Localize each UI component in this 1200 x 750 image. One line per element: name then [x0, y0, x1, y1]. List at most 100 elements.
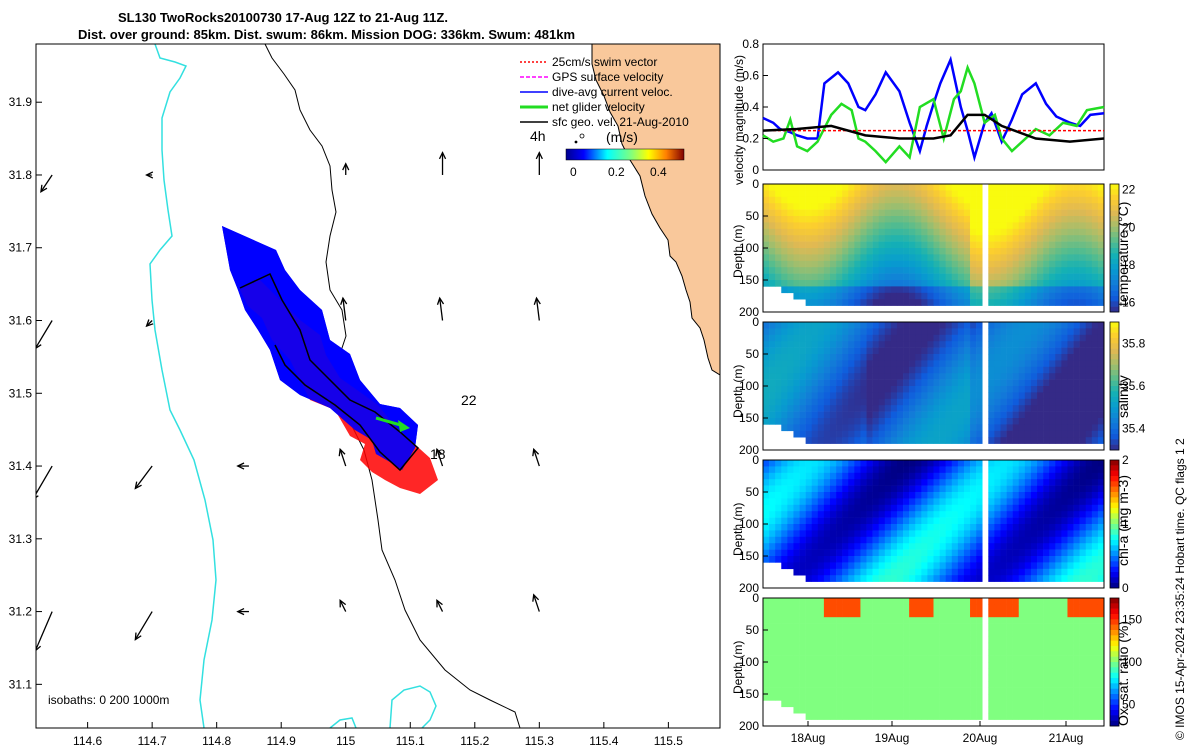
oxygen-cell	[1043, 610, 1050, 618]
chla-cell	[799, 549, 806, 557]
oxygen-cell	[1000, 694, 1007, 701]
temperature-cell	[915, 203, 922, 210]
chla-cell	[957, 530, 965, 538]
salinity-cell	[915, 322, 922, 329]
oxygen-cell	[963, 630, 971, 637]
oxygen-cell	[817, 700, 825, 708]
chla-cell	[970, 492, 977, 499]
chla-cell	[976, 543, 983, 550]
temperature-cell	[829, 209, 837, 217]
chla-cell	[1091, 511, 1099, 518]
salinity-colorbar-step	[1110, 391, 1119, 397]
temperature-cell	[1079, 280, 1087, 287]
temperature-cell	[951, 216, 959, 223]
chla-cell	[836, 498, 843, 506]
temperature-cell	[860, 190, 867, 198]
geo-vector-arrow	[134, 465, 153, 489]
chla-cell	[970, 511, 977, 518]
chla-cell	[1043, 562, 1050, 570]
oxygen-cell	[836, 662, 843, 669]
chla-cell	[1024, 556, 1032, 563]
salinity-cell	[1079, 379, 1087, 387]
oxygen-cell	[945, 655, 953, 663]
temperature-cell	[1043, 222, 1050, 230]
oxygen-cell	[1018, 706, 1026, 714]
oxygen-cell	[860, 694, 867, 701]
oxygen-cell	[903, 636, 910, 644]
chla-cell	[909, 536, 916, 544]
salinity-colorbar-step	[1110, 370, 1119, 376]
temperature-cell	[1006, 196, 1013, 204]
temperature-cell	[811, 190, 819, 198]
temperature-cell	[909, 196, 916, 204]
salinity-cell	[793, 334, 800, 342]
chla-cell	[927, 466, 934, 474]
oxygen-cell	[1055, 681, 1062, 688]
salinity-cell	[994, 430, 1001, 438]
chla-cell	[1073, 460, 1080, 467]
salinity-cell	[842, 328, 849, 336]
salinity-cell	[1006, 379, 1013, 387]
chla-cell	[1012, 466, 1020, 474]
salinity-cell	[896, 347, 904, 355]
salinity-cell	[799, 354, 806, 361]
salinity-cell	[921, 424, 928, 432]
salinity-cell	[1079, 418, 1087, 425]
oxygen-cell	[1000, 623, 1007, 631]
geo-vector-head	[438, 151, 447, 160]
temperature-colorbar-step	[1110, 274, 1119, 281]
temperature-cell	[775, 222, 782, 230]
chla-cell	[1049, 460, 1056, 467]
oxygen-cell	[1018, 687, 1026, 695]
temperature-cell	[988, 280, 995, 287]
temperature-cell	[878, 241, 886, 249]
temperature-ytick-label: 50	[746, 209, 760, 223]
salinity-cell	[781, 386, 788, 393]
salinity-cell	[1079, 411, 1087, 419]
salinity-cell	[1012, 398, 1020, 406]
chla-cell	[915, 460, 922, 467]
temperature-cell	[811, 248, 819, 255]
temperature-cell	[1079, 248, 1087, 255]
oxygen-cell	[921, 655, 928, 663]
salinity-cell	[963, 354, 971, 361]
temperature-cell	[1030, 222, 1038, 230]
chla-cell	[927, 524, 934, 531]
temperature-cell	[1000, 273, 1007, 281]
salinity-cell	[1000, 424, 1007, 432]
temperature-colorbar-step	[1110, 232, 1119, 238]
chla-cell	[921, 556, 928, 563]
salinity-cell	[970, 418, 977, 425]
temperature-cell	[781, 209, 788, 217]
oxygen-cell	[903, 598, 910, 605]
oxygen-cell	[805, 681, 813, 688]
salinity-cell	[1055, 347, 1062, 355]
chla-cell	[763, 460, 770, 467]
temperature-cell	[854, 241, 861, 249]
oxygen-cell	[1018, 642, 1026, 650]
salinity-cell	[848, 354, 855, 361]
salinity-cell	[805, 347, 813, 355]
oxygen-cell	[878, 668, 886, 676]
salinity-cell	[836, 411, 843, 419]
chla-cell	[921, 485, 928, 493]
velocity-ylabel: velocity magnitude (m/s)	[732, 55, 746, 185]
oxygen-cell	[945, 700, 953, 708]
chla-cell	[1000, 562, 1007, 570]
oxygen-cell	[842, 681, 849, 688]
temperature-cell	[829, 235, 837, 242]
temperature-cell	[945, 260, 953, 268]
oxygen-cell	[896, 655, 904, 663]
chla-cell	[1000, 530, 1007, 538]
salinity-cell	[805, 418, 813, 425]
temperature-cell	[1055, 273, 1062, 281]
salinity-cell	[939, 366, 946, 374]
salinity-cell	[927, 322, 934, 329]
salinity-cell	[848, 424, 855, 432]
temperature-cell	[939, 184, 946, 191]
oxygen-cell	[927, 694, 934, 701]
oxygen-cell	[878, 623, 886, 631]
temperature-cell	[1055, 209, 1062, 217]
salinity-cell	[976, 379, 983, 387]
oxygen-cell	[793, 687, 800, 695]
